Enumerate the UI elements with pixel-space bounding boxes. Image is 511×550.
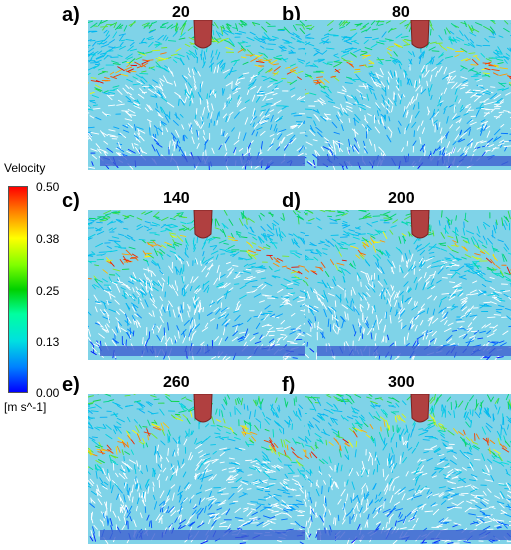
tick-label-2: 0.38	[36, 232, 60, 246]
tick-label-4: 0.13	[36, 335, 60, 349]
flow-field-panel-c	[88, 210, 318, 360]
panel-e-time: 260	[163, 374, 190, 391]
panel-d-label: d)	[282, 190, 301, 212]
flow-field-panel-f	[305, 394, 511, 544]
flow-field-panel-e	[88, 394, 318, 544]
flow-field-panel-a	[88, 20, 318, 170]
tick-label-3: 0.25	[36, 284, 60, 298]
velocity-colorbar	[8, 186, 28, 393]
panel-b-time: 80	[392, 4, 410, 21]
flow-field-panel-d	[305, 210, 511, 360]
legend-unit: [m s^-1]	[4, 400, 47, 414]
legend-title: Velocity	[4, 161, 46, 175]
panel-c-label: c)	[62, 190, 80, 212]
panel-a-time: 20	[172, 4, 190, 21]
panel-d-time: 200	[388, 190, 415, 207]
panel-c-time: 140	[163, 190, 190, 207]
panel-f-label: f)	[282, 374, 296, 396]
panel-e-label: e)	[62, 374, 80, 396]
panel-a-label: a)	[62, 4, 80, 26]
tick-label-max: 0.50	[36, 180, 60, 194]
flow-field-panel-b	[305, 20, 511, 170]
tick-label-min: 0.00	[36, 386, 60, 400]
panel-f-time: 300	[388, 374, 415, 391]
